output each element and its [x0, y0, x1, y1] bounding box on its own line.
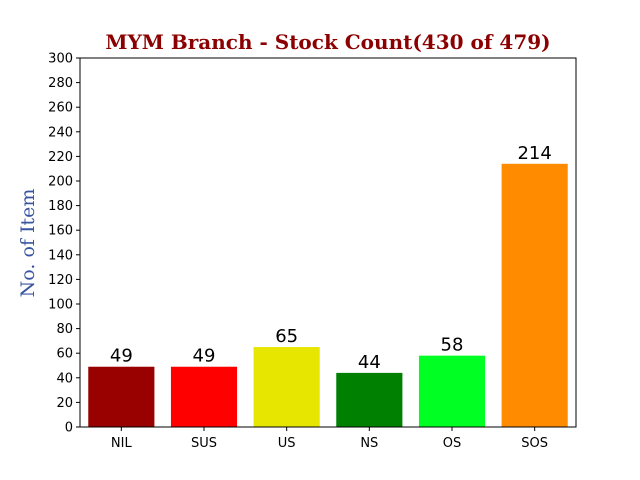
- data-label-sus: 49: [193, 346, 216, 367]
- y-tick-label: 60: [56, 347, 73, 362]
- bar-os: [418, 355, 486, 427]
- x-tick-label: OS: [443, 436, 461, 451]
- x-tick-label: US: [278, 436, 296, 451]
- x-tick-label: SOS: [521, 436, 548, 451]
- bar-nil: [88, 366, 155, 427]
- data-label-ns: 44: [358, 352, 381, 373]
- y-tick-label: 20: [56, 396, 73, 411]
- y-tick-label: 200: [48, 175, 73, 190]
- y-tick-label: 260: [48, 101, 73, 116]
- y-tick-label: 180: [48, 199, 73, 214]
- x-tick-label: NS: [360, 436, 378, 451]
- x-axis-ticks: NIL SUS US NS OS SOS: [111, 427, 548, 451]
- y-tick-label: 240: [48, 125, 73, 140]
- data-label-sos: 214: [517, 143, 551, 164]
- x-tick-label: NIL: [111, 436, 133, 451]
- bar-ns: [336, 372, 403, 427]
- data-label-us: 65: [275, 326, 298, 347]
- chart-title: MYM Branch - Stock Count(430 of 479): [105, 30, 550, 54]
- y-tick-label: 80: [56, 322, 73, 337]
- x-tick-label: SUS: [191, 436, 217, 451]
- y-tick-label: 160: [48, 224, 73, 239]
- data-labels-group: 49 49 65 44 58 214: [110, 143, 552, 373]
- y-tick-label: 280: [48, 76, 73, 91]
- y-tick-label: 40: [56, 371, 73, 386]
- bar-sus: [170, 366, 238, 427]
- data-label-os: 58: [441, 335, 464, 356]
- bar-us: [253, 347, 320, 427]
- bars-group: [88, 163, 568, 427]
- y-tick-label: 140: [48, 248, 73, 263]
- y-tick-label: 120: [48, 273, 73, 288]
- y-tick-label: 100: [48, 298, 73, 313]
- y-tick-label: 220: [48, 150, 73, 165]
- y-tick-label: 0: [65, 421, 73, 436]
- y-axis-ticks: 0 20 40 60 80 100 120 140 160 180 200 220 240 260 280 3…: [48, 52, 80, 436]
- bar-sos: [501, 163, 568, 427]
- plot-frame: [79, 57, 577, 428]
- y-axis-label: No. of Item: [17, 189, 39, 298]
- data-label-nil: 49: [110, 346, 133, 367]
- y-tick-label: 300: [48, 52, 73, 67]
